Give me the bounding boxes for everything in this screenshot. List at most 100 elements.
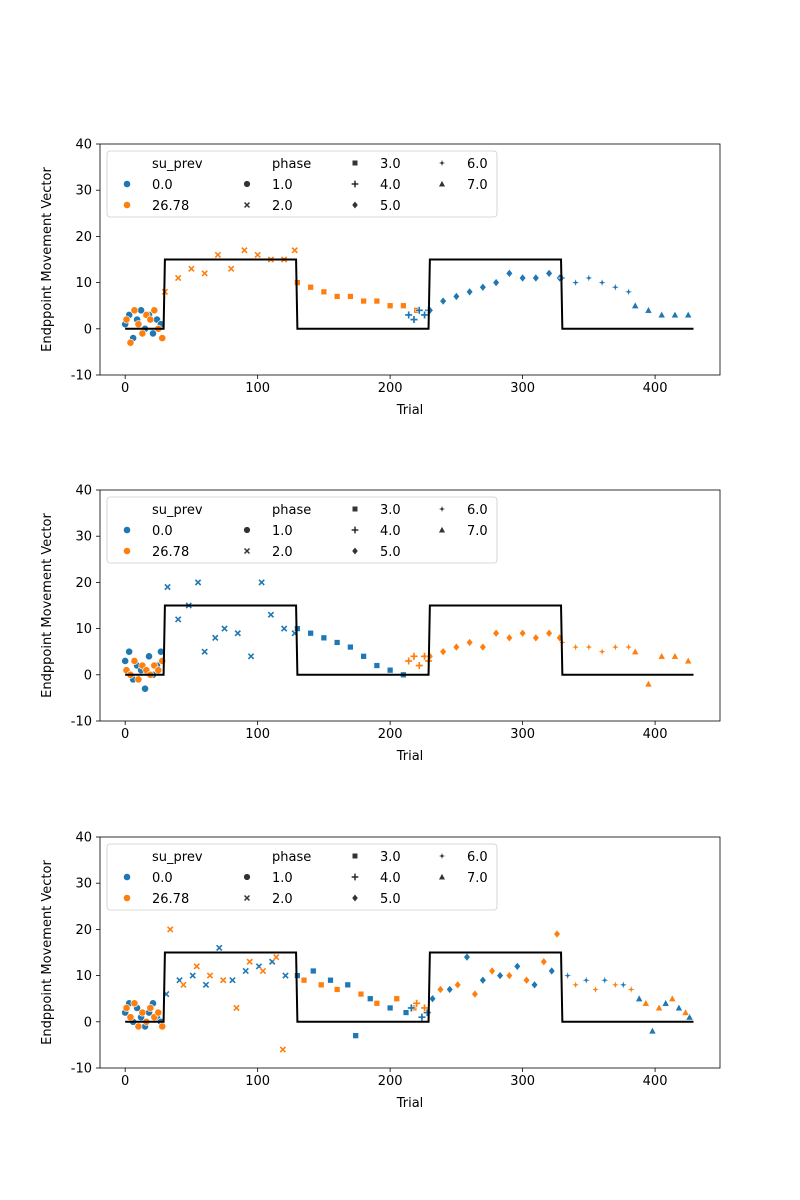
data-point [200, 269, 209, 278]
scatter-points [121, 925, 694, 1054]
y-tick-label: 20 [75, 576, 92, 591]
data-point [530, 980, 539, 990]
legend-style-marker [243, 201, 251, 209]
data-point [454, 980, 462, 990]
data-point [290, 246, 299, 255]
x-tick-label: 400 [643, 1074, 668, 1089]
data-point [400, 302, 407, 309]
legend-style-marker [438, 872, 446, 880]
y-axis-label: Endppoint Movement Vector [40, 513, 55, 698]
legend-hue-marker [123, 547, 131, 555]
data-point [367, 995, 374, 1002]
data-point [415, 306, 424, 315]
legend-hue-label: 0.0 [152, 871, 173, 886]
data-point [407, 1003, 416, 1012]
legend-hue-label: 26.78 [152, 892, 189, 907]
perturbation-line [125, 604, 694, 676]
data-point [590, 984, 601, 995]
legend-style-marker [437, 851, 447, 861]
data-point [415, 661, 424, 670]
data-point [597, 646, 608, 657]
data-point [404, 656, 413, 665]
data-point [641, 999, 650, 1007]
legend: su_prev 0.0 26.78 phase 1.0 2.0 3.0 4.0 5.0 6.0 7.… [106, 496, 498, 564]
data-point [279, 1045, 287, 1054]
data-point [373, 297, 381, 305]
x-axis-label: Trial [396, 1096, 424, 1111]
legend-style-label: 5.0 [380, 199, 401, 214]
legend-style-marker [438, 525, 446, 533]
data-point [532, 273, 540, 283]
legend-hue-label: 26.78 [152, 545, 189, 560]
data-point [188, 971, 197, 980]
data-point [610, 642, 621, 653]
data-point [409, 315, 419, 324]
data-point [134, 1022, 143, 1031]
data-point [631, 301, 640, 309]
x-tick-label: 300 [510, 381, 535, 396]
y-tick-label: 30 [75, 184, 92, 199]
chart-panel-1: 0 100 200 300 400 -10 0 10 20 30 40 Trial Endppoint … [40, 138, 721, 418]
data-point [439, 296, 447, 306]
data-point [320, 634, 328, 641]
data-point [452, 292, 460, 301]
legend-style-label: 3.0 [380, 850, 401, 865]
x-tick-label: 100 [245, 727, 270, 742]
data-point [214, 251, 222, 259]
legend: su_prev 0.0 26.78 phase 1.0 2.0 3.0 4.0 5.0 6.0 7.… [106, 843, 498, 911]
data-point [492, 628, 500, 638]
x-tick-label: 400 [643, 381, 668, 396]
data-point [146, 315, 155, 324]
legend-box [106, 496, 498, 564]
perturbation-line [125, 951, 694, 1023]
x-axis-label: Trial [396, 403, 424, 418]
data-point [347, 293, 354, 300]
legend-style-marker [351, 546, 359, 556]
data-point [327, 977, 334, 984]
legend-style-marker [352, 506, 358, 512]
legend-style-label: 1.0 [272, 871, 293, 886]
data-point [138, 1008, 147, 1017]
y-tick-label: 0 [84, 322, 92, 337]
data-point [241, 967, 250, 975]
data-point [227, 264, 235, 273]
axes-frame [99, 489, 721, 722]
data-point [409, 652, 419, 661]
data-point [610, 979, 621, 990]
legend: su_prev 0.0 26.78 phase 1.0 2.0 3.0 4.0 5.0 6.0 7.… [106, 150, 498, 218]
legend-style-label: 4.0 [380, 524, 401, 539]
data-point [570, 642, 581, 653]
data-point [545, 269, 553, 278]
data-point [267, 610, 275, 619]
data-point [523, 975, 531, 985]
data-point [492, 278, 500, 287]
data-point [357, 990, 365, 998]
x-tick-label: 0 [121, 1074, 129, 1089]
data-point [417, 1013, 426, 1022]
data-point [150, 306, 159, 315]
chart-panel-3: 0 100 200 300 400 -10 0 10 20 30 40 Trial Endppoint … [40, 831, 721, 1111]
legend-style-label: 1.0 [272, 524, 293, 539]
data-point [130, 306, 139, 315]
data-point [420, 1003, 429, 1012]
legend-style-marker [437, 158, 447, 168]
legend-style-marker [243, 526, 251, 534]
legend-style-marker [351, 180, 359, 188]
data-point [149, 329, 157, 338]
data-point [300, 977, 308, 984]
legend-style-label: 2.0 [272, 892, 293, 907]
data-point [655, 1003, 664, 1012]
data-point [466, 287, 474, 297]
data-point [141, 684, 149, 693]
data-point [519, 273, 527, 283]
data-point [166, 925, 174, 934]
legend-hue-title: su_prev [152, 503, 203, 518]
data-point [192, 962, 201, 971]
data-point [122, 1004, 131, 1012]
data-point [247, 652, 255, 661]
legend-style-label: 4.0 [380, 871, 401, 886]
data-point [130, 999, 139, 1008]
legend-style-label: 7.0 [467, 871, 488, 886]
data-point [174, 615, 182, 624]
